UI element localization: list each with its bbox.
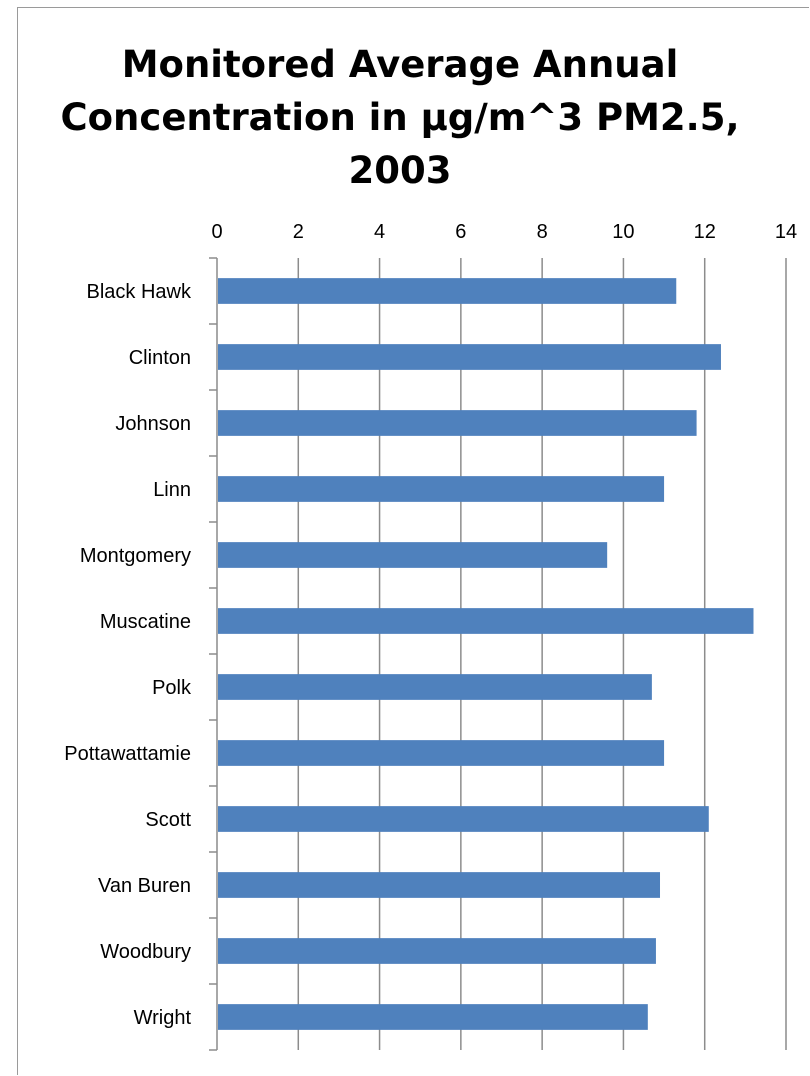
category-label: Muscatine: [100, 611, 191, 633]
chart-title-line-3: 2003: [348, 149, 452, 192]
x-tick-label: 0: [211, 221, 222, 243]
x-tick-label: 2: [293, 221, 304, 243]
category-label: Woodbury: [100, 941, 191, 963]
x-tick-label: 14: [775, 221, 797, 243]
chart-title-line-1: Monitored Average Annual: [121, 43, 679, 86]
category-label: Polk: [152, 677, 192, 699]
chart-title: Monitored Average Annual Concentration i…: [20, 38, 780, 197]
bar: [218, 938, 656, 964]
bar: [218, 410, 697, 436]
bar: [218, 476, 665, 502]
bar: [218, 872, 661, 898]
bar: [218, 740, 665, 766]
category-label: Black Hawk: [87, 281, 192, 303]
category-label: Linn: [153, 479, 191, 501]
category-label: Clinton: [129, 347, 191, 369]
bar: [218, 674, 652, 700]
category-label: Scott: [145, 809, 191, 831]
category-label: Wright: [134, 1007, 192, 1029]
category-label: Pottawattamie: [64, 743, 191, 765]
chart-frame: [17, 7, 809, 1075]
bar: [218, 1004, 648, 1030]
chart-title-line-2: Concentration in µg/m^3 PM2.5,: [60, 96, 740, 139]
bar: [218, 278, 677, 304]
bar: [218, 344, 721, 370]
bar: [218, 542, 608, 568]
category-label: Johnson: [115, 413, 191, 435]
x-tick-label: 4: [374, 221, 385, 243]
category-label: Montgomery: [80, 545, 191, 567]
bar: [218, 608, 754, 634]
bar: [218, 806, 709, 832]
x-tick-label: 10: [612, 221, 634, 243]
x-tick-label: 12: [694, 221, 716, 243]
x-tick-label: 8: [537, 221, 548, 243]
category-label: Van Buren: [98, 875, 191, 897]
x-tick-label: 6: [455, 221, 466, 243]
